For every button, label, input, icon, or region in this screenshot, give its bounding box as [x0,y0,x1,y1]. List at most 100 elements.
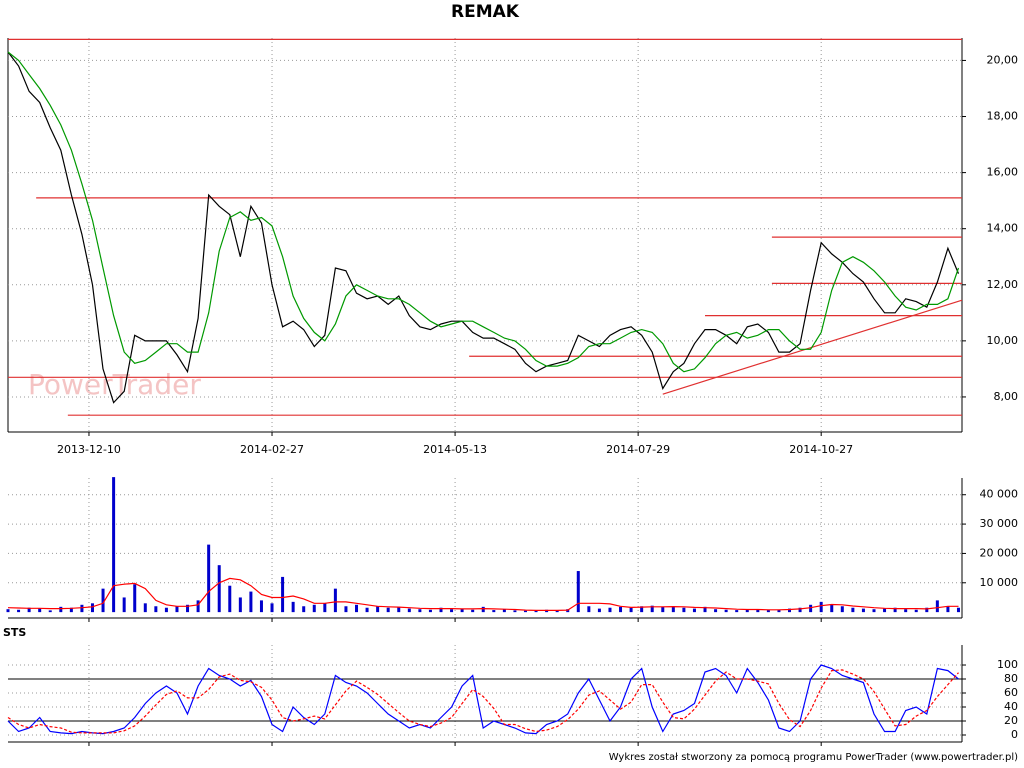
x-tick-label: 2013-12-10 [57,443,121,456]
y-tick-label: 18,00 [987,110,1019,123]
volume-bar [502,609,506,613]
volume-bar [692,608,696,613]
volume-bar [872,609,876,613]
y-tick-label: 60 [1004,686,1018,699]
volume-bar [302,606,306,613]
volume-bar [883,608,887,613]
y-tick-label: 20 [1004,714,1018,727]
volume-bar [291,601,295,613]
volume-bar [133,584,137,613]
series-line [7,577,959,611]
volume-bar [90,603,94,613]
volume-bar [59,606,63,613]
volume-bar [798,607,802,613]
volume-bar [671,606,675,613]
panel-title: STS [3,626,26,639]
volume-bar [619,606,623,613]
volume-bar [175,606,179,613]
volume-bar [608,607,612,613]
volume-bar [428,609,432,613]
y-tick-label: 10,00 [987,334,1019,347]
series-line [7,669,959,734]
volume-bar [861,608,865,613]
volume-bar [640,606,644,613]
volume-bar [914,609,918,613]
volume-bar [534,610,538,613]
y-tick-label: 80 [1004,672,1018,685]
volume-bar [143,603,147,613]
volume-bar [38,608,42,613]
volume-bar [513,610,517,613]
x-tick-label: 2014-07-29 [606,443,670,456]
volume-bar [101,588,105,613]
volume-bar [407,608,411,613]
volume-bar [893,607,897,613]
series-line [7,664,959,735]
volume-bar [439,607,443,613]
volume-bar [386,607,390,613]
series-line [7,51,960,373]
volume-bar [766,610,770,613]
volume-bar [597,608,601,613]
volume-bar [48,610,52,613]
volume-bar [714,609,718,613]
volume-bar [523,610,527,613]
volume-bar [164,607,168,613]
y-tick-label: 14,00 [987,222,1019,235]
volume-bar [851,607,855,613]
chart-title: REMAK [451,2,520,22]
volume-bar [312,604,316,613]
volume-bar [238,597,242,613]
volume-bar [756,609,760,613]
volume-bar [587,606,591,613]
volume-bar [661,606,665,613]
volume-bar [481,606,485,613]
volume-bar [492,610,496,613]
y-tick-label: 30 000 [980,517,1019,530]
volume-bar [682,607,686,613]
volume-bar [471,609,475,613]
volume-bar [450,609,454,613]
volume-bar [27,607,31,613]
volume-bar [259,600,263,613]
volume-bar [819,601,823,613]
y-tick-label: 12,00 [987,278,1019,291]
y-tick-label: 16,00 [987,166,1019,179]
x-tick-label: 2014-05-13 [423,443,487,456]
volume-bar [650,605,654,613]
y-tick-label: 8,00 [994,390,1019,403]
volume-bar [270,603,274,613]
volume-bar [735,610,739,613]
volume-bar [344,606,348,613]
volume-bar [946,606,950,613]
y-tick-label: 100 [997,658,1018,671]
volume-bar [724,609,728,613]
volume-bar [809,604,813,613]
volume-bar [69,607,73,613]
volume-bar [6,609,10,613]
volume-bar [925,607,929,613]
x-tick-label: 2014-02-27 [240,443,304,456]
volume-bar [576,571,580,613]
watermark: PowerTrader [28,368,201,401]
volume-bar [830,604,834,613]
volume-bar [249,591,253,613]
volume-bar [840,606,844,613]
volume-bar [703,606,707,613]
volume-bar [418,609,422,613]
volume-bar [788,608,792,613]
volume-bar [777,609,781,613]
y-tick-label: 0 [1011,728,1018,741]
volume-bar [112,477,116,613]
volume-bar [80,604,84,613]
volume-bar [17,609,21,613]
volume-bar [555,610,559,613]
volume-bar [122,597,126,613]
footer: Wykres został stworzony za pomocą progra… [609,752,1018,763]
y-tick-label: 20 000 [980,546,1019,559]
volume-bar [281,576,285,613]
volume-bar [629,607,633,613]
volume-bar [745,609,749,613]
y-tick-label: 40 000 [980,488,1019,501]
